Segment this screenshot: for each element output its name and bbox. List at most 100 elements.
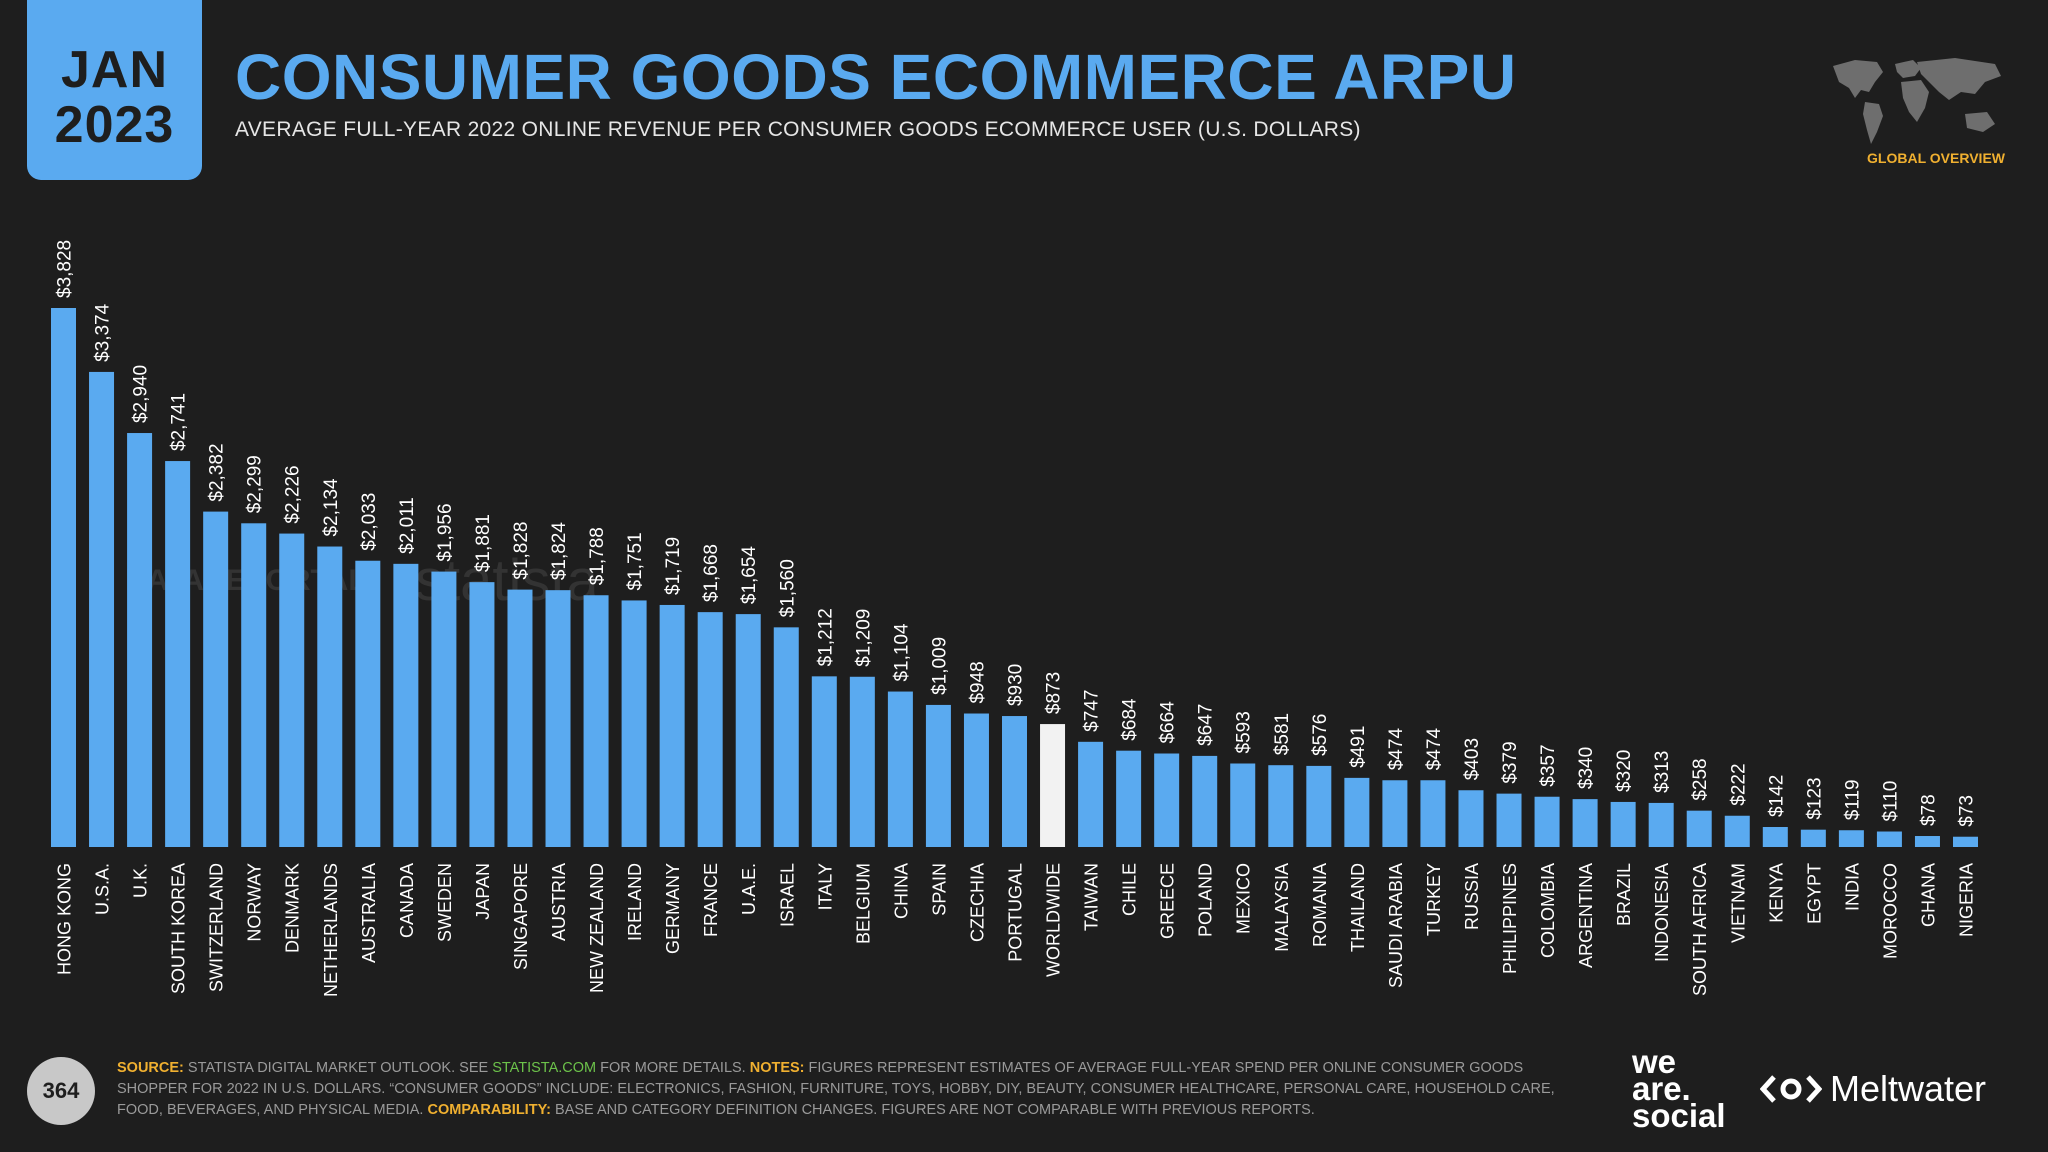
category-label: CHINA [891, 863, 911, 919]
category-label: SINGAPORE [511, 863, 531, 970]
page-title: CONSUMER GOODS ECOMMERCE ARPU [235, 41, 1517, 113]
source-label: SOURCE: [117, 1060, 184, 1076]
bar-egypt [1800, 829, 1826, 847]
category-label: ISRAEL [777, 863, 797, 927]
bar-singapore [507, 589, 533, 847]
bar-kenya [1762, 827, 1788, 847]
value-label: $1,209 [853, 609, 874, 667]
bar-hong-kong [51, 308, 76, 847]
bar-italy [811, 676, 837, 847]
category-label: U.A.E. [739, 863, 759, 915]
bar-malaysia [1268, 765, 1294, 847]
category-label: TAIWAN [1082, 863, 1102, 931]
category-label: SWITZERLAND [207, 863, 227, 992]
bar-spain [925, 704, 951, 847]
value-label: $110 [1880, 781, 1901, 822]
bar-thailand [1344, 777, 1370, 847]
bar-portugal [1002, 716, 1027, 847]
category-label: WORLDWIDE [1044, 863, 1064, 977]
bar-romania [1306, 765, 1332, 847]
category-label: COLOMBIA [1538, 863, 1558, 958]
bar-norway [241, 523, 267, 847]
category-label: VIETNAM [1728, 863, 1748, 943]
category-label: THAILAND [1348, 863, 1368, 952]
bar-u-k [127, 433, 153, 847]
value-label: $1,104 [891, 623, 912, 682]
value-label: $320 [1614, 750, 1635, 792]
bar-chile [1116, 750, 1142, 847]
category-label: SOUTH KOREA [169, 863, 189, 994]
value-label: $2,226 [283, 465, 304, 523]
bar-argentina [1572, 799, 1598, 847]
value-label: $1,668 [701, 544, 722, 602]
value-label: $474 [1424, 728, 1445, 771]
category-label: GHANA [1918, 863, 1938, 927]
value-label: $2,741 [169, 393, 190, 451]
category-label: RUSSIA [1462, 863, 1482, 930]
category-label: U.S.A. [93, 863, 113, 915]
bar-germany [659, 604, 685, 847]
value-label: $1,881 [473, 514, 494, 572]
meltwater-logo: Meltwater [1760, 1068, 1986, 1110]
value-label: $2,940 [131, 365, 152, 423]
bar-denmark [279, 533, 305, 847]
category-label: DENMARK [283, 863, 303, 953]
value-label: $647 [1196, 704, 1217, 746]
category-label: CANADA [397, 863, 417, 938]
bar-brazil [1610, 801, 1636, 847]
category-label: PORTUGAL [1006, 863, 1026, 962]
category-label: JAPAN [473, 863, 493, 920]
category-label: IRELAND [625, 863, 645, 941]
source-after: FOR MORE DETAILS. [596, 1060, 750, 1076]
comparability-label: COMPARABILITY: [427, 1102, 551, 1118]
category-label: PHILIPPINES [1500, 863, 1520, 974]
category-label: CZECHIA [967, 863, 987, 942]
value-label: $313 [1652, 751, 1673, 793]
bar-czechia [963, 713, 989, 847]
value-label: $379 [1500, 741, 1521, 783]
bar-morocco [1876, 831, 1902, 847]
bar-nigeria [1953, 836, 1978, 847]
value-label: $340 [1576, 747, 1597, 789]
value-label: $474 [1386, 728, 1407, 771]
value-label: $664 [1158, 701, 1179, 744]
notes-text: FIGURES REPRESENT ESTIMATES OF AVERAGE F… [117, 1060, 1555, 1118]
bar-russia [1458, 790, 1484, 847]
bar-indonesia [1648, 802, 1674, 847]
category-label: SPAIN [929, 863, 949, 916]
value-label: $2,382 [207, 443, 228, 501]
value-label: $1,560 [777, 559, 798, 617]
value-label: $1,719 [663, 537, 684, 595]
value-label: $119 [1842, 779, 1863, 820]
we-are-social-logo: we are. social [1632, 1045, 1726, 1132]
category-label: SOUTH AFRICA [1690, 863, 1710, 996]
source-link[interactable]: STATISTA.COM [492, 1060, 597, 1076]
value-label: $1,788 [587, 527, 608, 585]
world-map-icon [1833, 58, 2001, 144]
category-label: AUSTRALIA [359, 863, 379, 963]
category-label: SAUDI ARABIA [1386, 863, 1406, 988]
bar-worldwide [1040, 724, 1066, 847]
bar-philippines [1496, 793, 1522, 847]
bar-mexico [1230, 763, 1256, 847]
comparability-text: BASE AND CATEGORY DEFINITION CHANGES. FI… [551, 1102, 1315, 1118]
category-label: MALAYSIA [1272, 863, 1292, 952]
value-label: $2,033 [359, 493, 380, 551]
bar-u-s-a [89, 371, 115, 847]
date-year: 2023 [54, 96, 175, 154]
value-label: $2,011 [397, 497, 418, 554]
bar-south-korea [165, 461, 191, 847]
bar-belgium [849, 676, 875, 847]
value-label: $491 [1348, 726, 1369, 768]
bar-china [887, 691, 913, 847]
bar-israel [773, 627, 799, 847]
category-label: GERMANY [663, 863, 683, 954]
date-month: JAN [60, 41, 169, 99]
bar-taiwan [1078, 741, 1104, 847]
value-label: $3,374 [93, 303, 114, 362]
value-label: $1,654 [739, 546, 760, 605]
category-label: CHILE [1120, 863, 1140, 916]
source-text: STATISTA DIGITAL MARKET OUTLOOK. SEE [183, 1060, 493, 1076]
bar-ireland [621, 600, 647, 847]
